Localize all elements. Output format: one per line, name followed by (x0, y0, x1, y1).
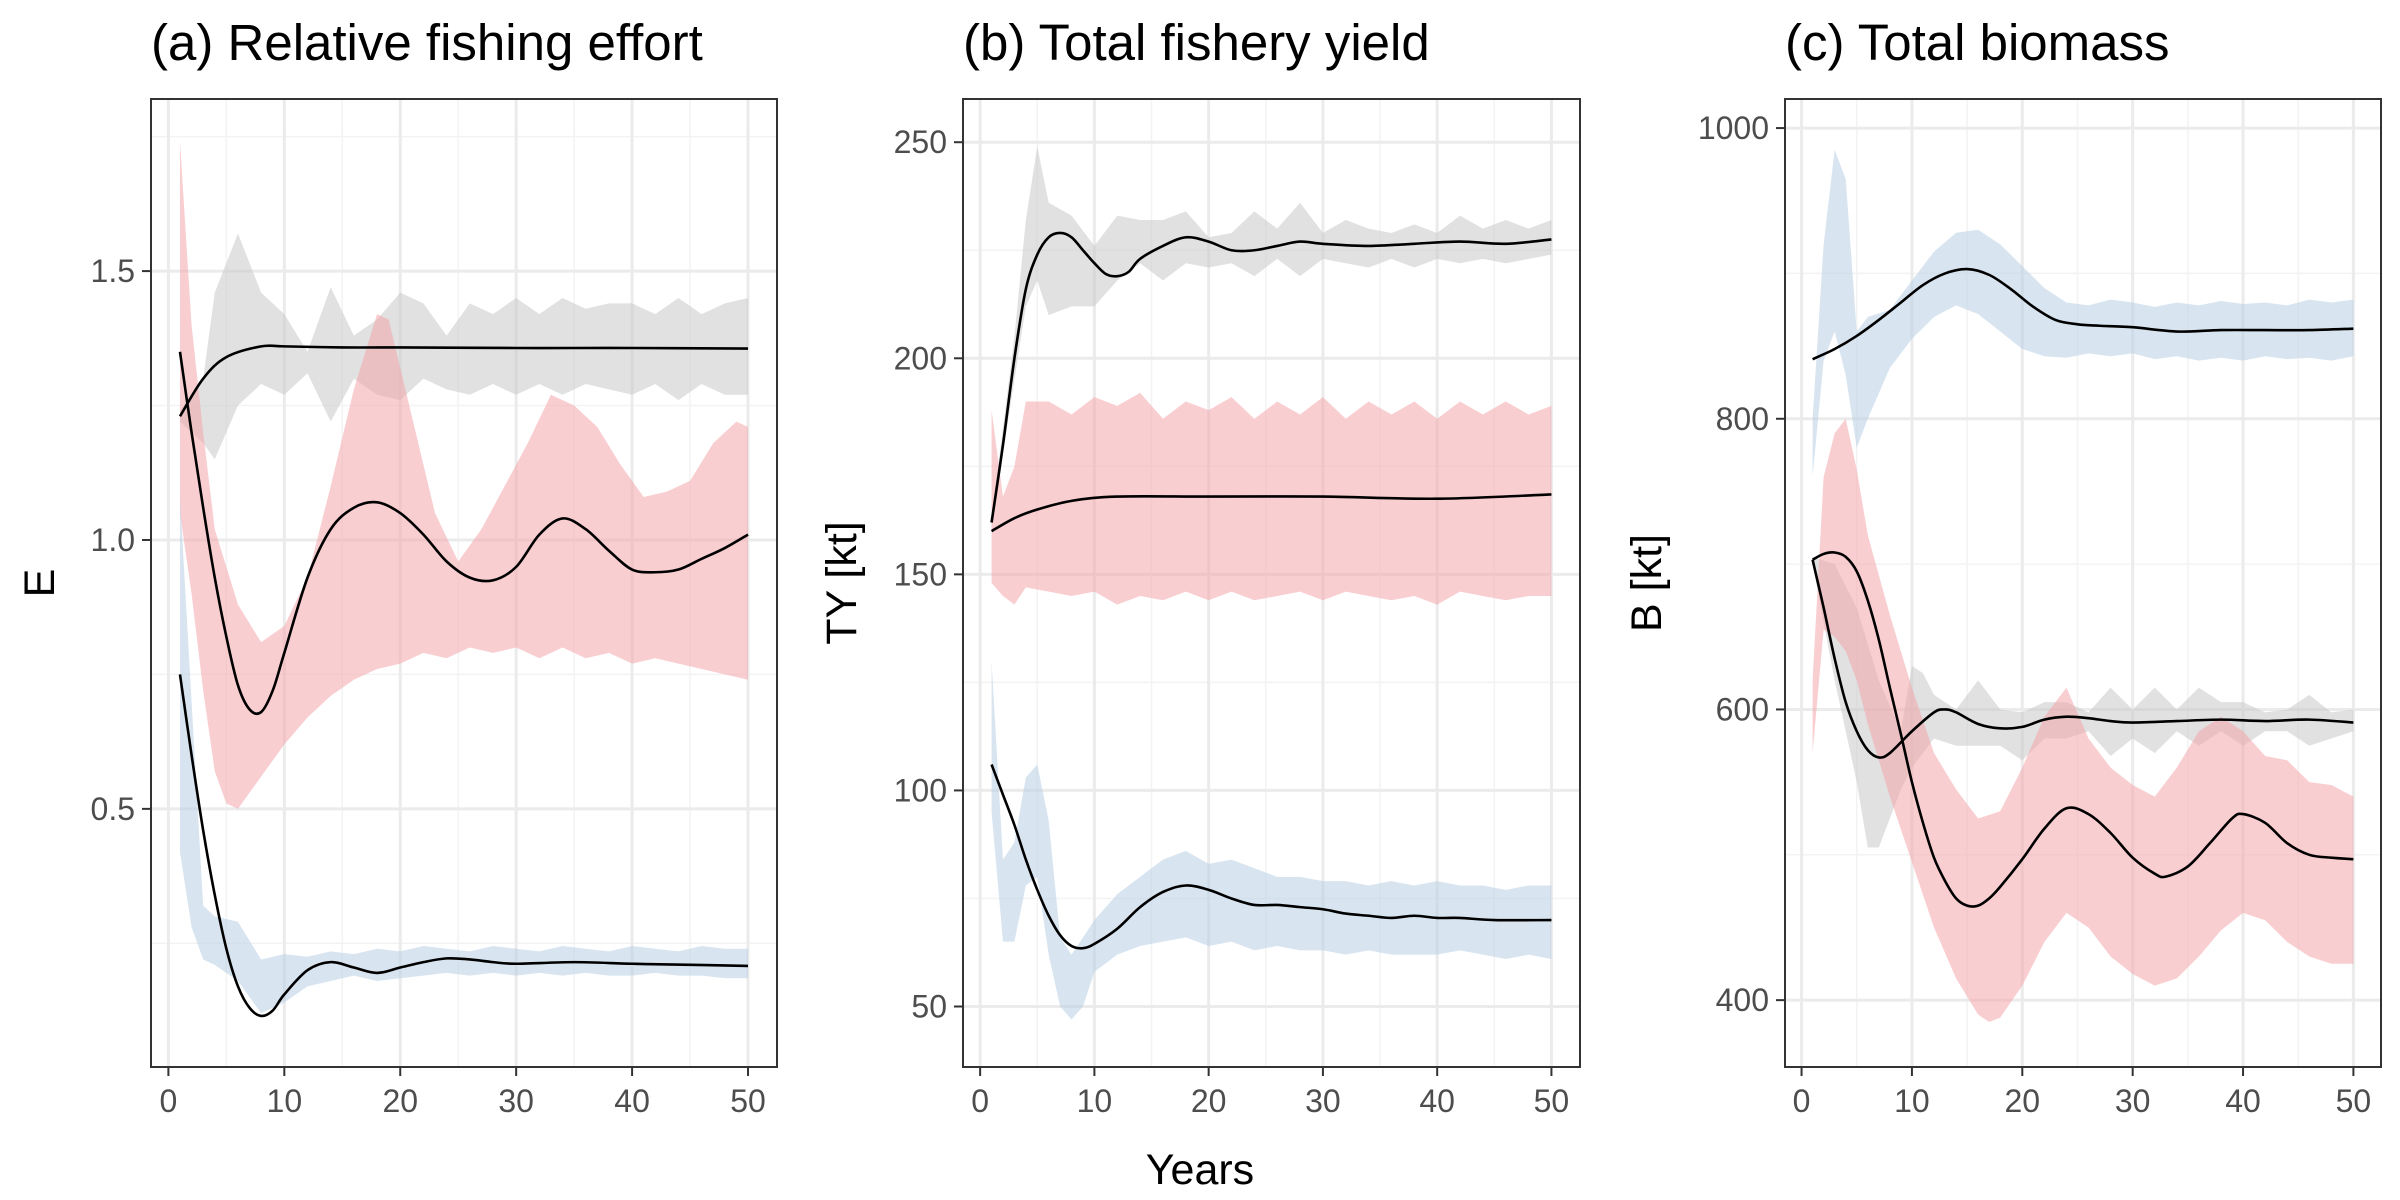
confidence-band-2 (991, 392, 1552, 605)
x-tick-label: 20 (382, 1083, 418, 1119)
confidence-band-2 (1812, 418, 2354, 1022)
x-tick-label: 10 (1077, 1083, 1113, 1119)
mean-line-1 (1811, 559, 2354, 759)
x-tick-label: 50 (730, 1083, 766, 1119)
confidence-band-1 (179, 233, 749, 460)
x-tick-label: 40 (2225, 1083, 2261, 1119)
confidence-band-3 (179, 496, 749, 1014)
confidence-band-3 (1812, 149, 2354, 477)
y-tick-label: 200 (894, 340, 947, 376)
y-tick-label: 1.0 (91, 522, 135, 558)
x-tick-label: 40 (1419, 1083, 1455, 1119)
x-tick-label: 10 (267, 1083, 303, 1119)
x-tick-label: 20 (2004, 1083, 2040, 1119)
plot-area (990, 146, 1552, 1020)
panel-border (150, 98, 778, 1068)
x-tick-label: 0 (1793, 1083, 1811, 1119)
shared-x-axis-title: Years (1146, 1146, 1254, 1194)
x-tick-label: 40 (614, 1083, 650, 1119)
mean-line-3 (990, 764, 1552, 950)
mean-line-1 (990, 231, 1552, 523)
y-tick-label: 150 (894, 556, 947, 592)
panel-title: (b) Total fishery yield (963, 14, 1430, 71)
panel-title: (c) Total biomass (1785, 14, 2170, 71)
mean-line-2 (990, 493, 1552, 533)
y-tick-label: 0.5 (91, 791, 135, 827)
y-tick-label: 600 (1716, 691, 1769, 727)
y-tick-label: 1000 (1698, 110, 1769, 146)
confidence-band-2 (179, 142, 749, 809)
panel-1: 0 10 20 30 40 50 0.5 1.0 1.5 (a) Relative fishing… (16, 14, 778, 1119)
x-tick-label: 50 (2336, 1083, 2372, 1119)
x-tick-label: 10 (1894, 1083, 1930, 1119)
panel-title: (a) Relative fishing effort (151, 14, 703, 71)
panel-border (962, 98, 1581, 1068)
y-tick-label: 250 (894, 124, 947, 160)
mean-line-2 (178, 351, 749, 716)
mean-line-3 (1812, 267, 2354, 361)
confidence-band-1 (1812, 556, 2354, 848)
panel-border (1784, 98, 2382, 1068)
mean-line-2 (1811, 551, 2354, 908)
x-tick-label: 20 (1191, 1083, 1227, 1119)
y-axis-title: B [kt] (1623, 534, 1671, 632)
y-tick-label: 1.5 (91, 253, 135, 289)
y-tick-label: 100 (894, 772, 947, 808)
confidence-band-3 (991, 660, 1552, 1020)
mean-line-1 (178, 344, 749, 417)
x-tick-label: 50 (1534, 1083, 1570, 1119)
x-tick-label: 30 (498, 1083, 534, 1119)
y-tick-label: 50 (911, 989, 947, 1025)
plot-area (178, 142, 749, 1018)
y-tick-label: 800 (1716, 401, 1769, 437)
y-axis-title: E (16, 569, 64, 598)
y-tick-label: 400 (1716, 982, 1769, 1018)
x-tick-label: 30 (1305, 1083, 1341, 1119)
plot-area (1811, 149, 2354, 1022)
x-tick-label: 0 (159, 1083, 177, 1119)
x-tick-label: 0 (971, 1083, 989, 1119)
confidence-band-1 (991, 146, 1552, 527)
panel-2: 0 10 20 30 40 50 50 100 150 200 250 (b) Total fishe… (818, 14, 1581, 1119)
y-axis-title: TY [kt] (818, 521, 866, 644)
mean-line-3 (178, 674, 749, 1018)
panel-3: 0 10 20 30 40 50 400 600 800 1000 (c) Total biomas… (1623, 14, 2382, 1119)
x-tick-label: 30 (2115, 1083, 2151, 1119)
